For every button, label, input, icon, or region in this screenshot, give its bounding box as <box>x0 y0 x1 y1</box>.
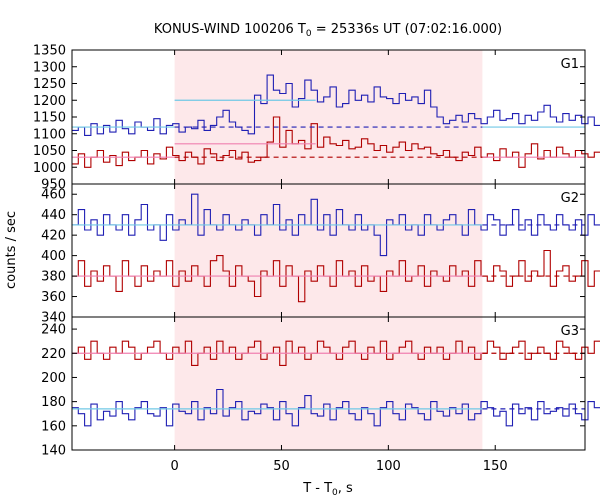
y-tick-label: 360 <box>41 290 66 305</box>
chart-title: KONUS-WIND 100206 T0 = 25336s UT (07:02:… <box>154 22 502 39</box>
y-tick-label: 200 <box>41 371 66 386</box>
panel-label: G3 <box>561 324 579 339</box>
y-tick-label: 1350 <box>33 44 66 59</box>
y-tick-label: 1000 <box>33 161 66 176</box>
y-tick-label: 240 <box>41 323 66 338</box>
y-tick-label: 380 <box>41 270 66 285</box>
x-tick-label: 0 <box>170 459 178 474</box>
y-tick-label: 160 <box>41 419 66 434</box>
y-tick-label: 400 <box>41 249 66 264</box>
y-axis-label: counts / sec <box>4 211 19 289</box>
y-tick-label: 1250 <box>33 77 66 92</box>
y-tick-label: 440 <box>41 208 66 223</box>
y-tick-label: 460 <box>41 188 66 203</box>
series-red-g1 <box>72 116 600 168</box>
panel-g2: 340 360 380 400 420 440 460 G2 <box>41 183 600 326</box>
y-tick-label: 340 <box>41 311 66 326</box>
y-tick-label: 180 <box>41 395 66 410</box>
y-tick-label: 140 <box>41 444 66 459</box>
y-tick-label: 420 <box>41 229 66 244</box>
y-tick-label: 1050 <box>33 144 66 159</box>
shaded-interval <box>174 50 483 450</box>
panel-label: G1 <box>561 57 579 72</box>
panels-group: 95010001050110011501200125013001350G1340… <box>33 44 600 474</box>
x-axis-label: T - T0, s <box>302 481 353 498</box>
x-tick-label: 50 <box>273 459 290 474</box>
x-tick-label: 150 <box>483 459 508 474</box>
panel-label: G2 <box>561 191 579 206</box>
panel-g3: 140 160 180 200 220 240 G3 <box>41 316 600 459</box>
y-tick-label: 1300 <box>33 60 66 75</box>
panel-frame <box>71 316 586 451</box>
x-tick-label: 100 <box>376 459 401 474</box>
y-tick-label: 1100 <box>33 127 66 142</box>
y-tick-label: 220 <box>41 347 66 362</box>
series-blue-g1 <box>72 74 600 136</box>
series-blue-g2 <box>72 193 600 257</box>
y-tick-label: 950 <box>41 178 66 193</box>
y-tick-label: 1150 <box>33 111 66 126</box>
series-red-g2 <box>72 249 600 303</box>
series-blue-g3 <box>72 388 600 427</box>
y-tick-label: 1200 <box>33 94 66 109</box>
